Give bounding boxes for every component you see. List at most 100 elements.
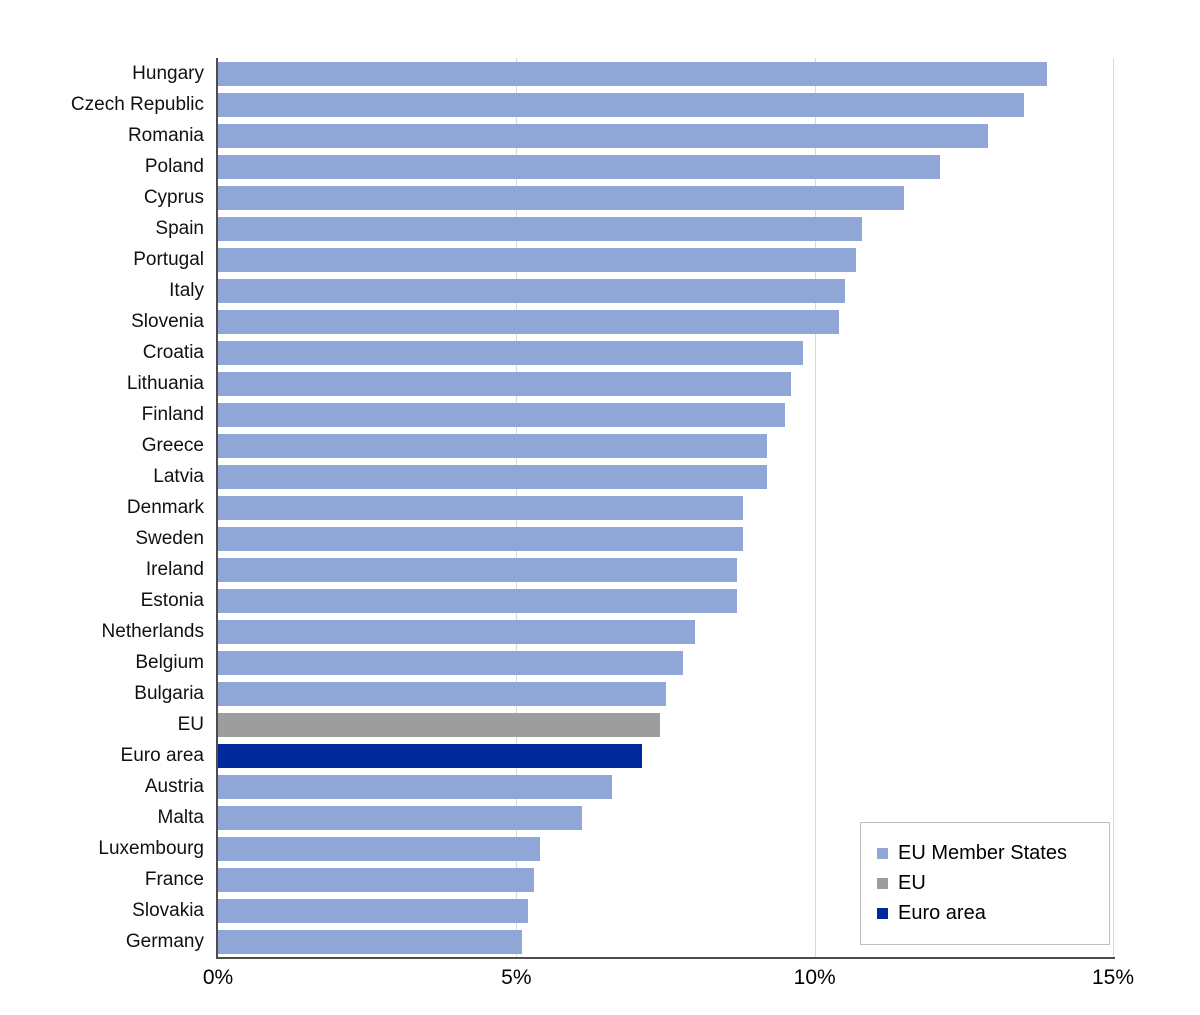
bar-track — [218, 682, 1113, 707]
bar-track — [218, 371, 1113, 396]
x-axis-line — [216, 957, 1115, 959]
bar-row: Malta — [0, 803, 1113, 834]
bar-row: Estonia — [0, 586, 1113, 617]
bar-track — [218, 713, 1113, 738]
bar-track — [218, 123, 1113, 148]
bar-track — [218, 185, 1113, 210]
legend-item: Euro area — [877, 902, 1091, 925]
bar-portugal — [218, 247, 857, 272]
bar-belgium — [218, 651, 684, 676]
category-label: Latvia — [153, 465, 204, 487]
bar-track — [218, 278, 1113, 303]
bar-denmark — [218, 495, 744, 520]
x-tick-10: 10% — [793, 966, 836, 989]
bar-row: Ireland — [0, 555, 1113, 586]
bar-row: Germany — [0, 927, 1113, 958]
bar-track — [218, 216, 1113, 241]
legend-swatch-icon — [877, 878, 888, 889]
bar-track — [218, 558, 1113, 583]
bar-croatia — [218, 340, 803, 365]
category-label: Cyprus — [143, 186, 204, 208]
bar-track — [218, 309, 1113, 334]
category-label: Czech Republic — [70, 93, 204, 115]
legend-swatch-icon — [877, 908, 888, 919]
bar-row: Slovakia — [0, 896, 1113, 927]
bar-luxembourg — [218, 837, 541, 862]
bar-row: Greece — [0, 430, 1113, 461]
bar-italy — [218, 278, 845, 303]
gridline — [1113, 58, 1114, 958]
bar-track — [218, 495, 1113, 520]
category-label: Sweden — [135, 527, 204, 549]
x-axis-ticks: 0% 5% 10% 15% — [203, 966, 1134, 1002]
bar-row: Latvia — [0, 461, 1113, 492]
bar-row: Portugal — [0, 244, 1113, 275]
bar-lithuania — [218, 371, 791, 396]
category-label: EU — [177, 714, 204, 736]
category-label: Slovakia — [132, 900, 204, 922]
bar-row: France — [0, 865, 1113, 896]
bar-row: Poland — [0, 151, 1113, 182]
bar-track — [218, 837, 1113, 862]
category-label: Luxembourg — [98, 838, 204, 860]
bar-track — [218, 899, 1113, 924]
bar-slovenia — [218, 309, 839, 334]
bar-latvia — [218, 464, 767, 489]
x-tick-5: 5% — [501, 966, 532, 989]
bar-track — [218, 744, 1113, 769]
legend-swatch-icon — [877, 848, 888, 859]
bar-row: Romania — [0, 120, 1113, 151]
bar-slovakia — [218, 899, 529, 924]
bar-row: Croatia — [0, 337, 1113, 368]
bar-malta — [218, 806, 582, 831]
bar-bulgaria — [218, 682, 666, 707]
category-label: Netherlands — [101, 621, 204, 643]
bar-row: Denmark — [0, 492, 1113, 523]
category-label: Lithuania — [126, 372, 204, 394]
category-label: Portugal — [133, 248, 204, 270]
bar-track — [218, 464, 1113, 489]
bar-rows: Hungary Czech Republic Romania Poland Cyprus… — [0, 58, 1113, 958]
bar-romania — [218, 123, 988, 148]
bar-row: Czech Republic — [0, 89, 1113, 120]
bar-row: Euro area — [0, 741, 1113, 772]
category-label: Austria — [144, 776, 204, 798]
category-label: Spain — [155, 217, 204, 239]
x-tick-0: 0% — [202, 966, 234, 989]
bar-track — [218, 651, 1113, 676]
bar-austria — [218, 775, 612, 800]
bar-poland — [218, 154, 940, 179]
bar-track — [218, 806, 1113, 831]
bar-track — [218, 402, 1113, 427]
bar-row: Finland — [0, 399, 1113, 430]
category-label: Euro area — [120, 745, 204, 767]
category-label: Hungary — [132, 62, 204, 84]
bar-estonia — [218, 589, 738, 614]
bar-row: Sweden — [0, 523, 1113, 554]
category-label: Slovenia — [131, 310, 204, 332]
bar-row: Cyprus — [0, 182, 1113, 213]
bar-row: Netherlands — [0, 617, 1113, 648]
bar-sweden — [218, 526, 744, 551]
category-label: Greece — [141, 434, 204, 456]
legend-label: Euro area — [898, 902, 986, 924]
category-label: Estonia — [140, 590, 204, 612]
bar-row: Lithuania — [0, 368, 1113, 399]
legend-label: EU Member States — [898, 842, 1067, 864]
x-tick-15: 15% — [1091, 966, 1135, 989]
bar-track — [218, 526, 1113, 551]
bar-row: EU — [0, 710, 1113, 741]
category-label: Croatia — [142, 341, 204, 363]
bar-track — [218, 433, 1113, 458]
bar-eu — [218, 713, 660, 738]
bar-ireland — [218, 558, 738, 583]
bar-track — [218, 620, 1113, 645]
category-label: Germany — [125, 931, 204, 953]
legend-label: EU — [898, 872, 926, 894]
legend-item: EU Member States — [877, 842, 1091, 865]
category-label: Italy — [169, 279, 204, 301]
category-label: Bulgaria — [134, 683, 204, 705]
category-label: Belgium — [135, 652, 204, 674]
bar-track — [218, 247, 1113, 272]
